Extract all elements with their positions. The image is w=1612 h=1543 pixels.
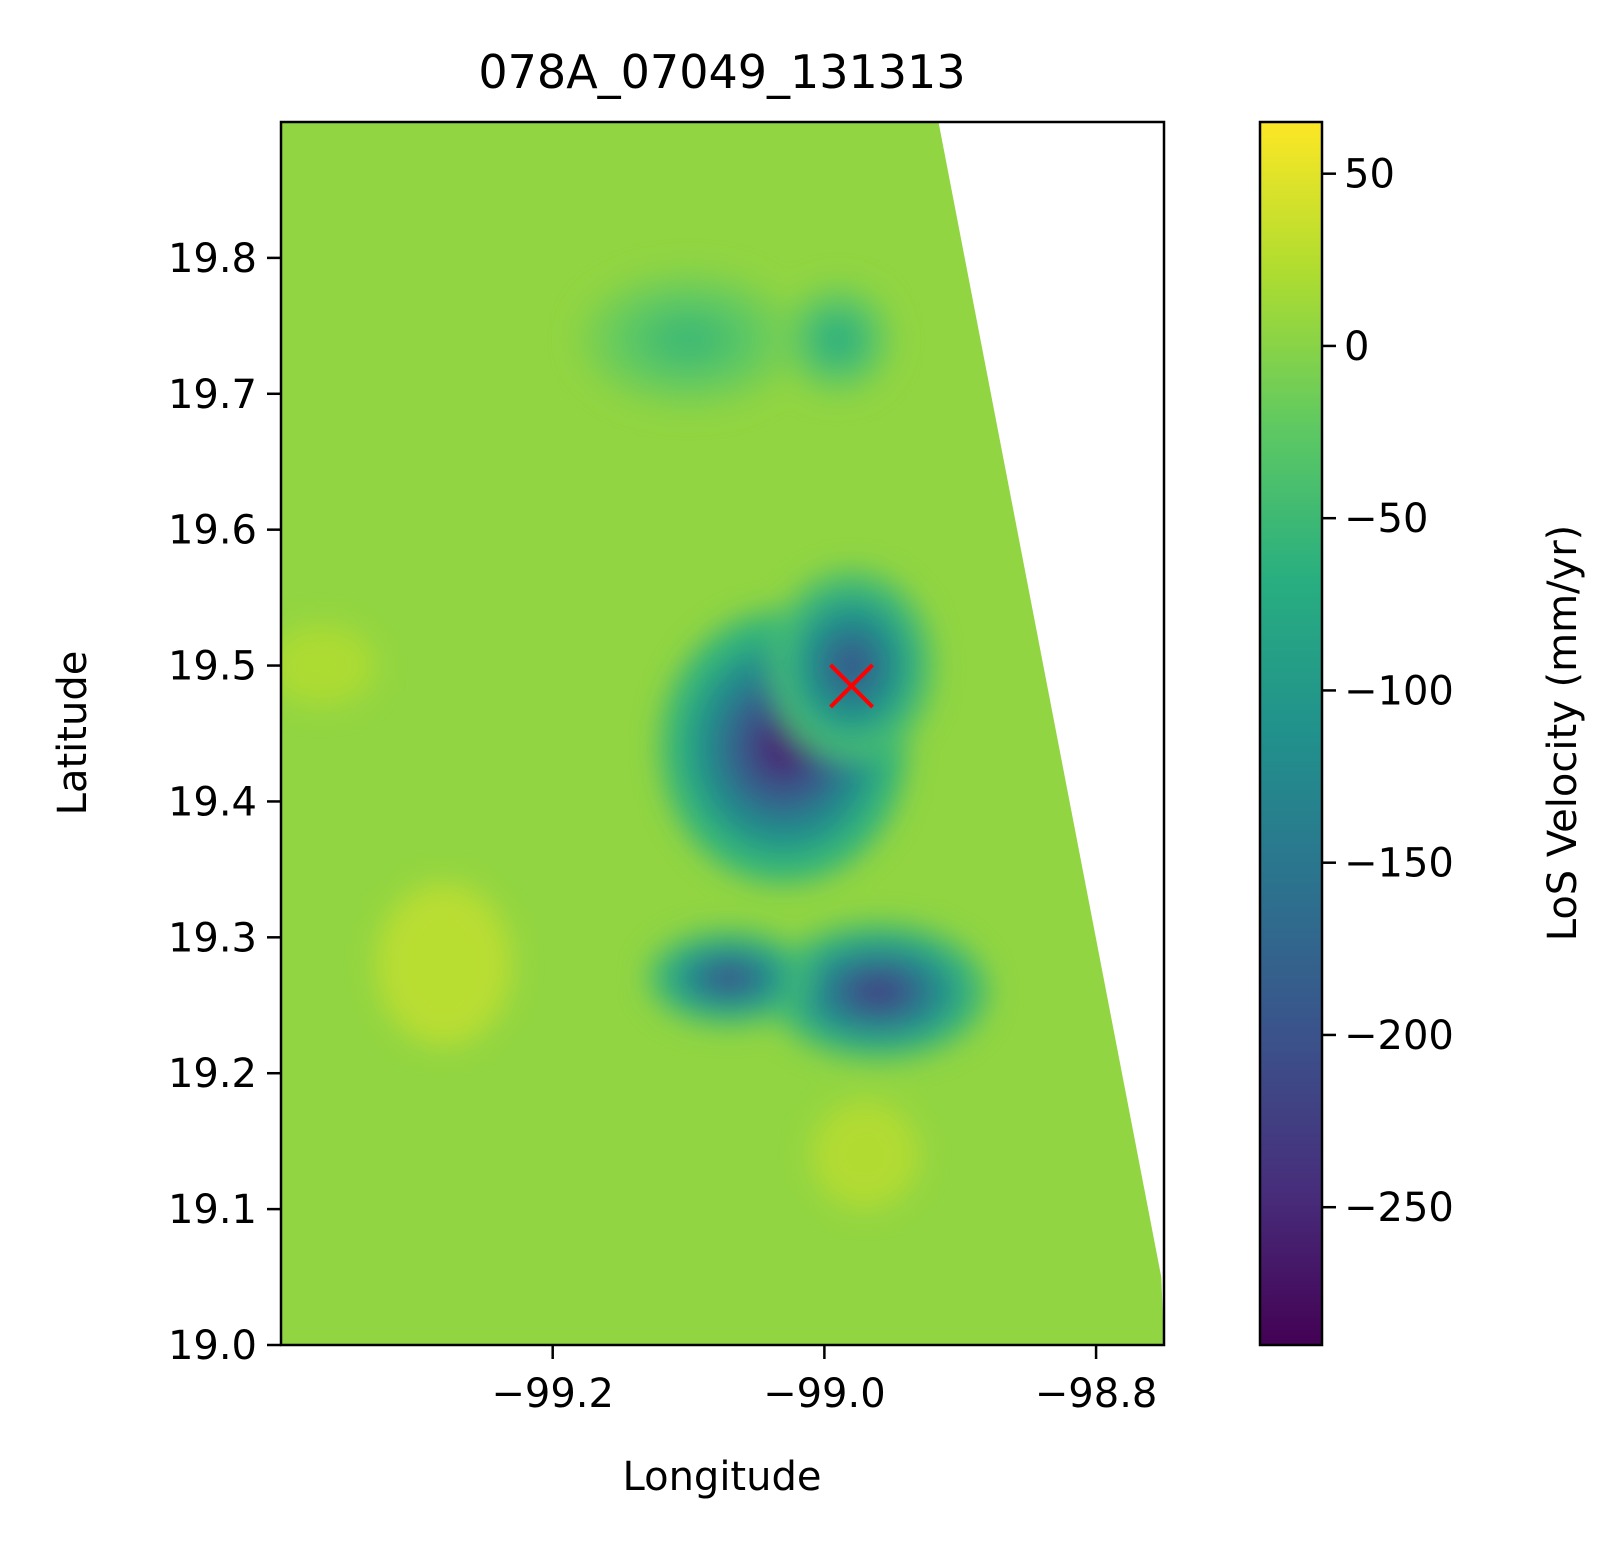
x-tick-label: −98.8 [1035,1371,1158,1417]
y-axis-ticks: 19.0 19.1 19.2 19.3 19.4 19.5 19.6 19.7 19.8 [168,236,281,1369]
x-axis-label: Longitude [623,1454,822,1500]
uplift-zone-2 [810,1100,920,1210]
x-tick-label: −99.0 [763,1371,886,1417]
colorbar-ticks: 50 0 −50 −100 −150 −200 −250 [1322,152,1454,1231]
colorbar-tick-label: −100 [1344,668,1454,714]
y-tick-label: 19.4 [168,779,257,825]
x-marker-stroke-b [829,663,874,709]
y-tick-label: 19.1 [168,1187,257,1233]
colorbar-label: LoS Velocity (mm/yr) [1540,525,1586,942]
colorbar-tick-label: −200 [1344,1013,1454,1059]
y-tick-label: 19.2 [168,1051,257,1097]
heatmap-area [281,122,1164,1345]
subsidence-zone-2-band-3 [851,974,906,1009]
y-tick-label: 19.0 [168,1323,257,1369]
y-tick-label: 19.7 [168,372,257,418]
uplift-zone-0 [376,882,512,1047]
y-tick-label: 19.6 [168,508,257,554]
uplift-zone-1 [281,624,377,707]
subsidence-zone-3-band-3 [708,966,750,990]
chart-title: 078A_07049_131313 [478,45,965,99]
y-tick-label: 19.5 [168,644,257,690]
subsidence-zone-5-band-3 [824,325,852,354]
plot-frame [279,120,1166,1347]
x-marker-0 [829,663,874,709]
y-axis-label: Latitude [50,651,96,816]
marker-layer [829,663,874,709]
y-tick-label: 19.3 [168,915,257,961]
colorbar-tick-label: −150 [1344,841,1454,887]
colorbar-tick-label: 0 [1344,324,1369,370]
y-tick-label: 19.8 [168,236,257,282]
subsidence-zone-4-band-3 [661,322,716,357]
subsidence-zone-1-band-3 [831,641,872,690]
x-tick-label: −99.2 [491,1371,614,1417]
colorbar [1258,120,1324,1347]
colorbar-tick-label: 50 [1344,152,1395,198]
colorbar-tick-label: −250 [1344,1185,1454,1231]
x-axis-ticks: −99.2 −99.0 −98.8 [491,1345,1157,1417]
colorbar-tick-label: −50 [1344,496,1428,542]
